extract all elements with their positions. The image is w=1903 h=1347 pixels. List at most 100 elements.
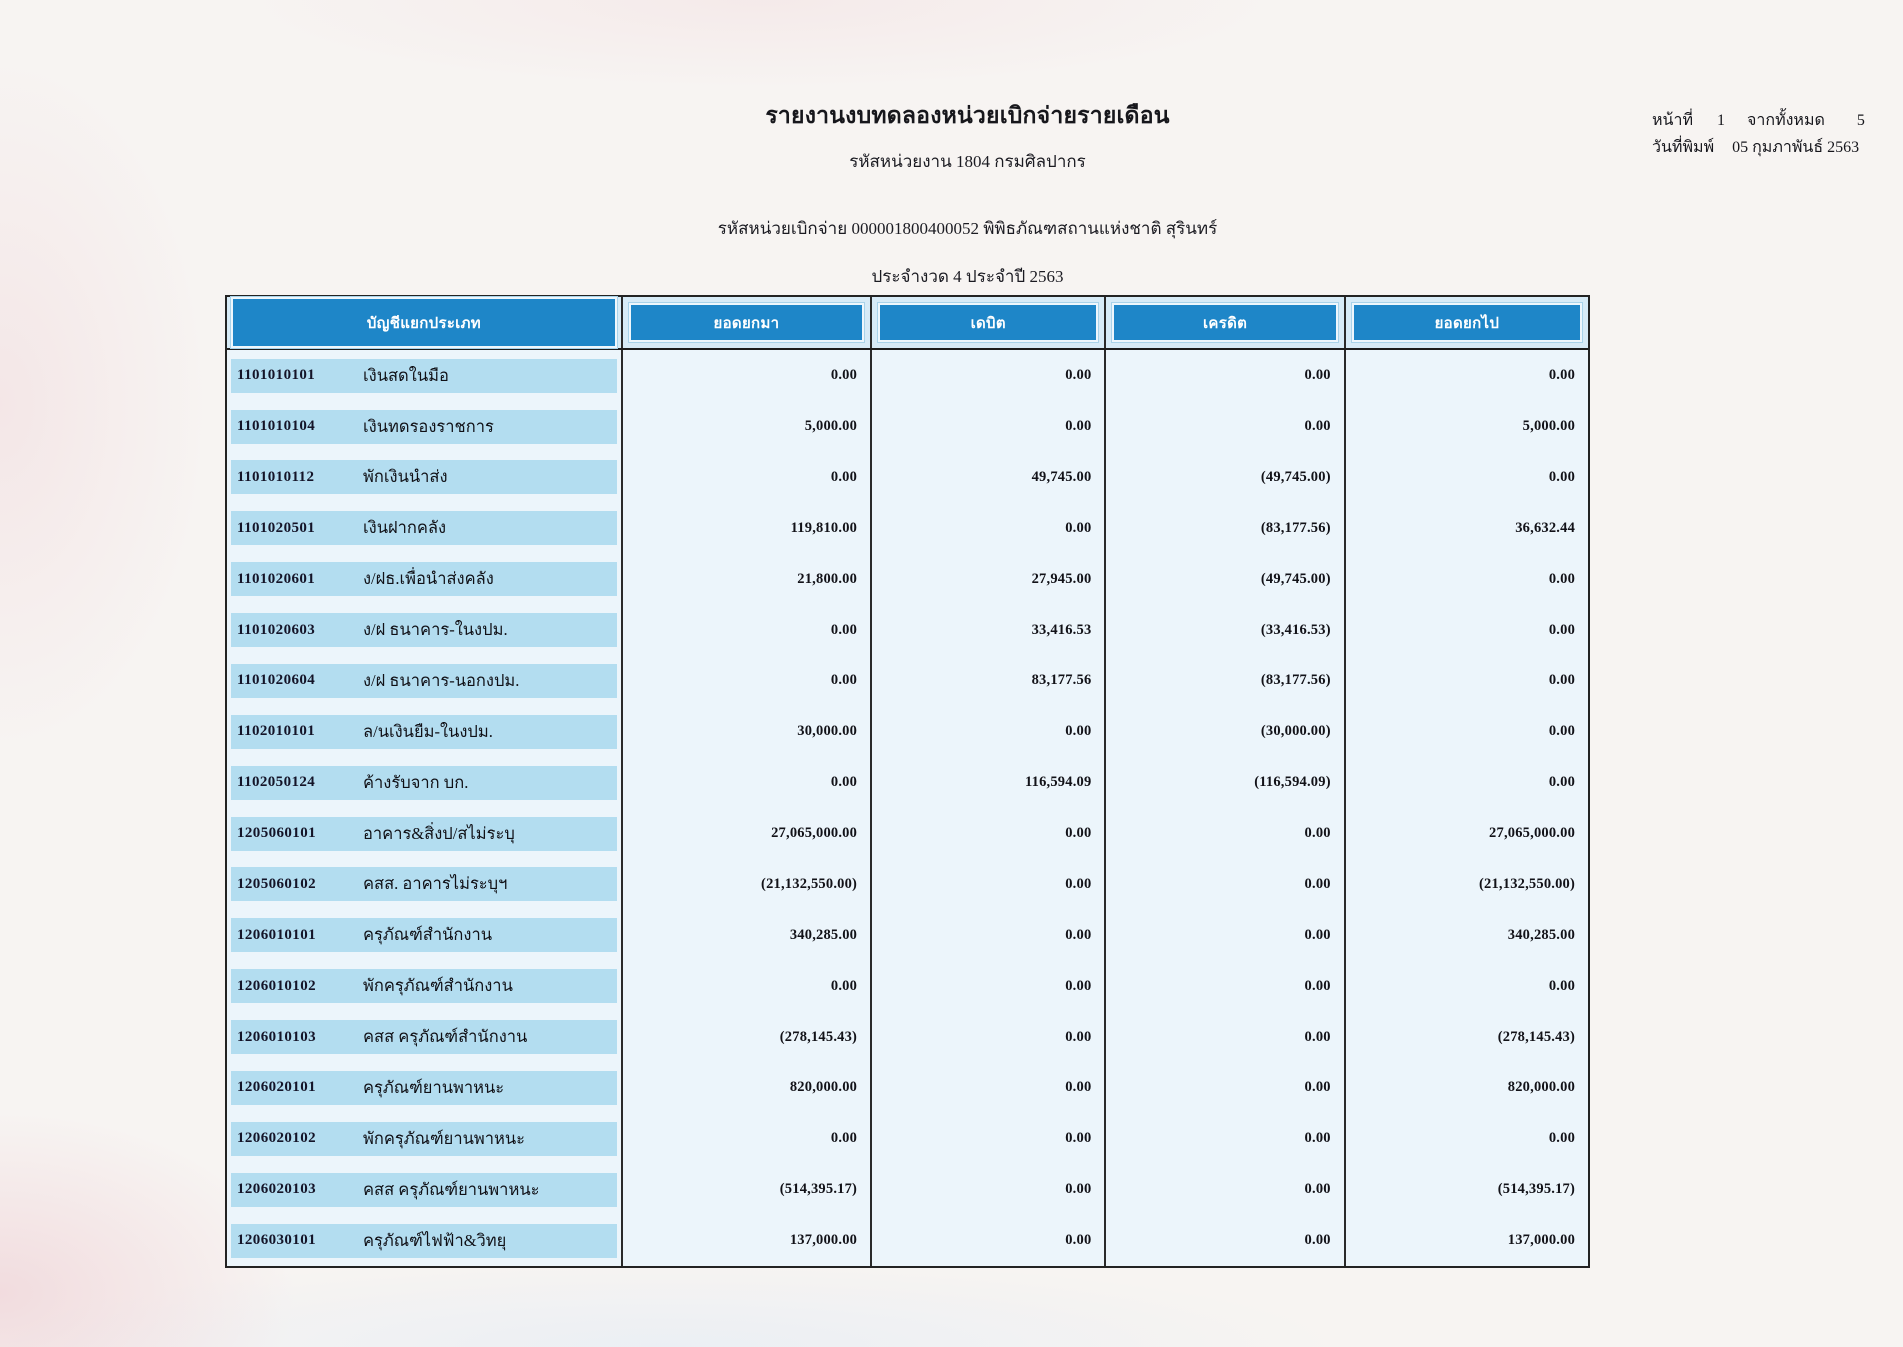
amount-credit-cell: (116,594.09) <box>1104 757 1343 809</box>
amount-debit: 0.00 <box>1065 723 1092 740</box>
account-cell: 1101010112 พักเงินนำส่ง <box>227 452 621 503</box>
report-heading-block: รายงานงบทดลองหน่วยเบิกจ่ายรายเดือน รหัสห… <box>225 98 1710 290</box>
amount-carry-forward-cell: 340,285.00 <box>620 909 870 961</box>
account-cell: 1102050124 ค้างรับจาก บก. <box>227 757 621 808</box>
table-row: 1206020101 ครุภัณฑ์ยานพาหนะ 820,000.00 0.00… <box>227 1062 1588 1114</box>
amount-balance-forward-cell: 0.00 <box>1343 960 1588 1012</box>
amount-credit-cell: 0.00 <box>1104 1164 1343 1216</box>
account-band: 1206010102 พักครุภัณฑ์สำนักงาน <box>231 969 617 1004</box>
amount-credit-cell: (49,745.00) <box>1104 452 1343 503</box>
amount-credit-cell: (33,416.53) <box>1104 604 1343 656</box>
amount-balance-forward: 36,632.44 <box>1515 519 1576 536</box>
account-band: 1206020101 ครุภัณฑ์ยานพาหนะ <box>231 1070 617 1105</box>
account-code: 1102050124 <box>237 774 316 791</box>
account-band: 1206010101 ครุภัณฑ์สำนักงาน <box>231 918 617 953</box>
amount-credit: 0.00 <box>1304 977 1331 994</box>
amount-credit-cell: (30,000.00) <box>1104 706 1343 758</box>
table-row: 1101010104 เงินทดรองราชการ 5,000.00 0.00 0.0… <box>227 401 1588 452</box>
header-label-balance-forward: ยอดยกไป <box>1434 315 1500 332</box>
amount-balance-forward: 0.00 <box>1548 774 1576 791</box>
amount-credit: 0.00 <box>1304 926 1331 943</box>
amount-balance-forward: 27,065,000.00 <box>1489 825 1576 842</box>
amount-carry-forward: 340,285.00 <box>789 926 858 943</box>
amount-balance-forward-cell: 137,000.00 <box>1343 1215 1588 1266</box>
amount-balance-forward: 137,000.00 <box>1507 1232 1576 1249</box>
account-code: 1205060101 <box>237 825 316 842</box>
amount-debit: 0.00 <box>1065 977 1092 994</box>
account-band: 1205060102 คสส. อาคารไม่ระบุฯ <box>231 867 617 902</box>
amount-credit-cell: 0.00 <box>1104 401 1343 452</box>
account-band: 1101010101 เงินสดในมือ <box>231 358 617 393</box>
amount-carry-forward-cell: 0.00 <box>620 655 870 707</box>
amount-debit-cell: 0.00 <box>870 960 1104 1012</box>
amount-debit: 0.00 <box>1065 1130 1092 1147</box>
amount-debit-cell: 0.00 <box>870 859 1104 910</box>
account-code: 1206020101 <box>237 1079 316 1096</box>
amount-carry-forward: 137,000.00 <box>789 1232 858 1249</box>
amount-credit-cell: 0.00 <box>1104 808 1343 859</box>
header-label-carry-forward: ยอดยกมา <box>713 315 780 332</box>
amount-balance-forward: 0.00 <box>1548 468 1576 485</box>
account-cell: 1101020603 ง/ฝ ธนาคาร-ในงปม. <box>227 605 621 656</box>
header-bar: เดบิต <box>877 301 1100 344</box>
account-band: 1101020604 ง/ฝ ธนาคาร-นอกงปม. <box>231 663 617 698</box>
amount-balance-forward: 0.00 <box>1548 1130 1576 1147</box>
amount-carry-forward: (514,395.17) <box>779 1181 858 1198</box>
table-row: 1101020501 เงินฝากคลัง 119,810.00 0.00 (83,1… <box>227 502 1588 554</box>
total-pages-value: 5 <box>1856 112 1865 129</box>
account-cell: 1101010101 เงินสดในมือ <box>227 350 621 401</box>
account-cell: 1205060101 อาคาร&สิ่งป/สไม่ระบุ <box>227 808 621 859</box>
amount-carry-forward: 21,800.00 <box>797 570 858 587</box>
amount-carry-forward: 119,810.00 <box>790 519 858 536</box>
amount-credit-cell: 0.00 <box>1104 350 1343 402</box>
header-bar: เครดิต <box>1111 301 1339 344</box>
table-row: 1206010102 พักครุภัณฑ์สำนักงาน 0.00 0.00 0.0… <box>227 960 1588 1012</box>
amount-credit: (30,000.00) <box>1260 723 1331 740</box>
amount-balance-forward: (21,132,550.00) <box>1478 875 1576 892</box>
amount-balance-forward: 0.00 <box>1548 570 1576 587</box>
amount-balance-forward: 0.00 <box>1548 977 1576 994</box>
account-name: คสส ครุภัณฑ์ยานพาหนะ <box>363 1179 540 1199</box>
account-name: ล/นเงินยืม-ในงปม. <box>363 721 493 741</box>
account-name: พักครุภัณฑ์ยานพาหนะ <box>363 1128 526 1148</box>
table-header-cell-credit: เครดิต <box>1104 297 1344 349</box>
amount-balance-forward-cell: 0.00 <box>1343 452 1588 503</box>
account-name: พักครุภัณฑ์สำนักงาน <box>363 976 513 996</box>
disbursement-unit-line: รหัสหน่วยเบิกจ่าย 000001800400052 พิพิธภ… <box>717 219 1218 238</box>
amount-debit: 27,945.00 <box>1031 570 1092 587</box>
amount-debit-cell: 0.00 <box>870 1215 1104 1266</box>
amount-carry-forward-cell: 5,000.00 <box>620 401 870 452</box>
account-code: 1206010103 <box>237 1028 316 1045</box>
amount-debit-cell: 83,177.56 <box>870 655 1104 707</box>
account-name: ครุภัณฑ์ยานพาหนะ <box>363 1077 505 1097</box>
account-code: 1206010102 <box>237 977 316 994</box>
amount-debit-cell: 116,594.09 <box>870 757 1104 809</box>
amount-credit-cell: (83,177.56) <box>1104 655 1343 707</box>
amount-credit: 0.00 <box>1304 1079 1331 1096</box>
amount-balance-forward: (514,395.17) <box>1497 1181 1576 1198</box>
amount-carry-forward: (21,132,550.00) <box>761 875 858 892</box>
amount-debit: 0.00 <box>1065 367 1092 384</box>
amount-credit-cell: 0.00 <box>1104 909 1343 961</box>
amount-debit: 83,177.56 <box>1031 672 1092 689</box>
amount-debit-cell: 0.00 <box>870 706 1104 758</box>
amount-debit: 0.00 <box>1065 875 1092 892</box>
amount-balance-forward-cell: 36,632.44 <box>1343 502 1588 554</box>
account-band: 1205060101 อาคาร&สิ่งป/สไม่ระบุ <box>231 816 617 851</box>
amount-carry-forward: 30,000.00 <box>797 723 858 740</box>
amount-balance-forward-cell: 0.00 <box>1343 553 1588 605</box>
account-name: ครุภัณฑ์ไฟฟ้า&วิทยุ <box>363 1230 507 1250</box>
table-body: 1101010101 เงินสดในมือ 0.00 0.00 0.00 0.00 110… <box>227 350 1588 1266</box>
account-cell: 1206030101 ครุภัณฑ์ไฟฟ้า&วิทยุ <box>227 1215 621 1266</box>
account-code: 1206020103 <box>237 1181 316 1198</box>
amount-balance-forward-cell: 820,000.00 <box>1343 1062 1588 1114</box>
amount-credit-cell: 0.00 <box>1104 960 1343 1012</box>
account-code: 1101010112 <box>237 468 315 485</box>
amount-debit: 0.00 <box>1065 519 1092 536</box>
amount-carry-forward: (278,145.43) <box>779 1028 858 1045</box>
amount-carry-forward: 0.00 <box>830 367 858 384</box>
amount-debit: 33,416.53 <box>1031 621 1092 638</box>
amount-balance-forward-cell: 340,285.00 <box>1343 909 1588 961</box>
amount-debit: 0.00 <box>1065 418 1092 435</box>
